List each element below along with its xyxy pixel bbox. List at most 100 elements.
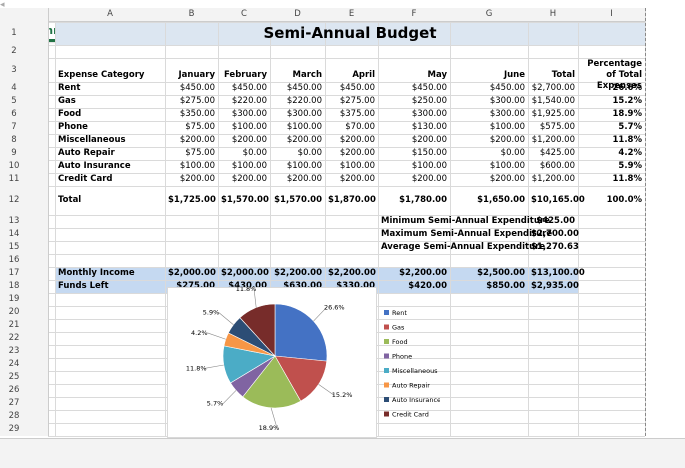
- cell: 15.2%: [612, 96, 643, 106]
- cell: $300.00: [489, 96, 525, 106]
- row-header: 22: [8, 333, 20, 343]
- grid-line: [165, 8, 166, 436]
- cell: $2,500.00: [477, 268, 525, 278]
- row-header: 3: [11, 65, 17, 75]
- data-label: 26.6%: [324, 304, 345, 312]
- pie-slice: [242, 355, 302, 409]
- row-header: 12: [8, 195, 20, 205]
- cell: $630.00: [283, 281, 322, 291]
- grid-line: [48, 215, 645, 216]
- row-header: 15: [8, 242, 20, 252]
- legend-label: Rent: [392, 309, 407, 317]
- cell: $100.00: [231, 122, 267, 132]
- cell: $0.00: [242, 148, 267, 158]
- cell: April: [352, 70, 375, 80]
- row-header: 25: [8, 372, 20, 382]
- grid-line: [48, 160, 645, 161]
- cell: February: [223, 70, 267, 80]
- grid-line: [48, 22, 645, 23]
- row-header: 18: [8, 281, 20, 291]
- cell: Auto Repair: [58, 148, 115, 158]
- pie-slice: [239, 303, 276, 357]
- legend-swatch: [384, 411, 389, 417]
- grid-line: [270, 8, 271, 436]
- data-label: 11.8%: [186, 364, 207, 372]
- grid-line: [48, 45, 645, 46]
- row-header: 17: [8, 268, 20, 278]
- cell: $450.00: [179, 83, 215, 93]
- cell: $200.00: [179, 135, 215, 145]
- cell: $0.00: [297, 148, 322, 158]
- cell: $2,700.00: [531, 229, 579, 239]
- cell: $220.00: [231, 96, 267, 106]
- column-header: A: [107, 9, 113, 19]
- grid-line: [325, 8, 326, 436]
- cell: $1,200.00: [531, 174, 575, 184]
- grid-line: [48, 95, 645, 96]
- cell: $275.00: [339, 96, 375, 106]
- legend-label: Food: [392, 338, 408, 346]
- grid-line: [48, 228, 645, 229]
- data-label: 4.2%: [191, 329, 208, 337]
- header-bar: [0, 8, 645, 22]
- cell: $850.00: [486, 281, 525, 291]
- cell: $300.00: [411, 109, 447, 119]
- cell: $350.00: [179, 109, 215, 119]
- legend-label: Phone: [392, 353, 412, 361]
- cell: $100.00: [411, 161, 447, 171]
- cell: $300.00: [489, 109, 525, 119]
- column-header: B: [188, 9, 195, 19]
- cell: $70.00: [345, 122, 375, 132]
- cell: $2,000.00: [221, 268, 269, 278]
- cell: January: [178, 70, 215, 80]
- row-header: 24: [8, 359, 20, 369]
- cell: $375.00: [339, 109, 375, 119]
- cell: $100.00: [286, 161, 322, 171]
- cell: $200.00: [411, 174, 447, 184]
- cell: $250.00: [411, 96, 447, 106]
- cell: $1,570.00: [274, 195, 322, 205]
- cell: 18.9%: [612, 109, 643, 119]
- cell: $1,925.00: [531, 109, 575, 119]
- leader-line: [207, 332, 226, 340]
- legend-swatch: [384, 324, 389, 330]
- cell: $330.00: [336, 281, 375, 291]
- cell: Rent: [58, 83, 81, 93]
- legend-swatch: [384, 339, 389, 344]
- pie-chart: 26.6% 15.2% 18.9% 5.7% 11.8% 4.2% 5.9% 11.8% Ren…: [167, 287, 440, 438]
- cell: $2,000.00: [168, 268, 216, 278]
- grid-line: [55, 8, 56, 436]
- cell: $450.00: [339, 83, 375, 93]
- cell: $1,870.00: [328, 195, 376, 205]
- legend-label: Miscellaneous: [392, 367, 438, 375]
- grid-line: [48, 121, 645, 122]
- data-label: 15.2%: [332, 391, 353, 399]
- legend-label: Gas: [392, 324, 405, 332]
- cell: $600.00: [539, 161, 575, 171]
- cell: $300.00: [286, 109, 322, 119]
- cell: $200.00: [411, 135, 447, 145]
- cell: Monthly Income: [58, 268, 135, 278]
- cell: $425.00: [539, 148, 575, 158]
- cell: $2,200.00: [328, 268, 376, 278]
- scroll-left: ◂: [0, 0, 5, 10]
- cell: $100.00: [339, 161, 375, 171]
- column-header: F: [411, 9, 417, 19]
- cell: 4.2%: [618, 148, 642, 158]
- row-header: 11: [8, 174, 20, 184]
- cell: $420.00: [408, 281, 447, 291]
- cell: Food: [58, 109, 82, 119]
- row-header: 19: [8, 294, 20, 304]
- row-header: 1: [11, 28, 17, 38]
- cell: $300.00: [231, 109, 267, 119]
- cell: $430.00: [228, 281, 267, 291]
- leader-line: [204, 364, 224, 369]
- cell: 26.6%: [612, 83, 643, 93]
- grid-line: [378, 8, 379, 436]
- cell: $1,540.00: [531, 96, 575, 106]
- grid-line: [48, 58, 645, 59]
- cell: $200.00: [489, 174, 525, 184]
- cell: $220.00: [286, 96, 322, 106]
- row-header: 28: [8, 411, 20, 421]
- data-label: 11.8%: [236, 287, 257, 293]
